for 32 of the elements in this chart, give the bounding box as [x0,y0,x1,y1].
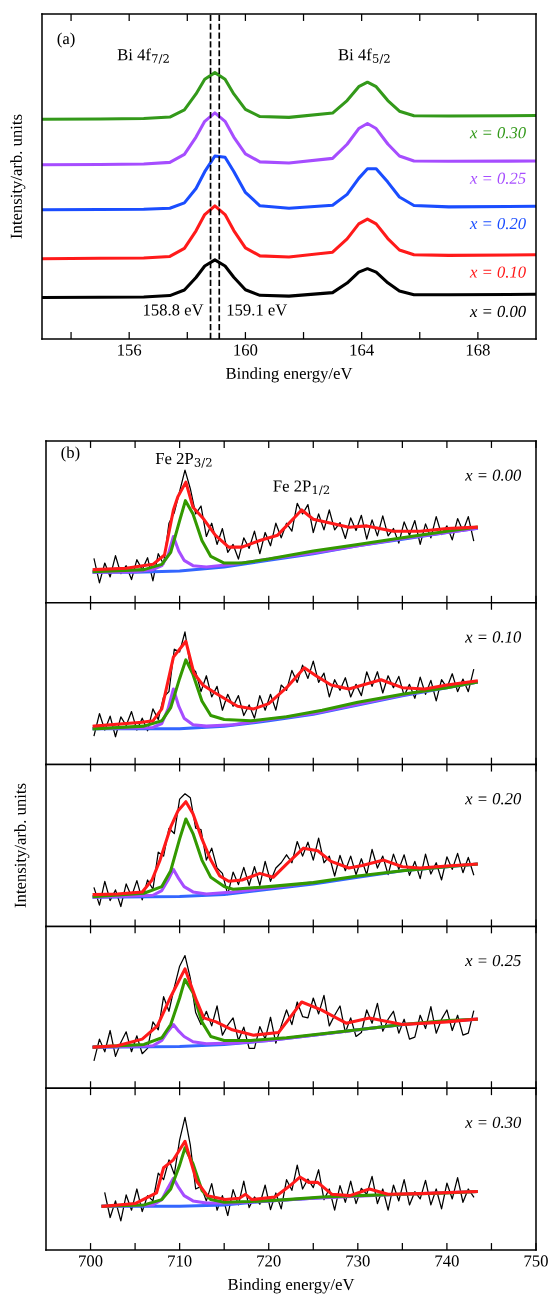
text: (a) [57,32,75,48]
x-axis-title: Binding energy/eV [227,1278,355,1294]
series-label: x = 0.30 [469,127,526,139]
text: (b) [61,446,80,462]
x-tick-label: 710 [168,1255,192,1267]
text: Fe 2P$_{3/2}$ [155,452,212,468]
x-tick-label: 740 [435,1255,459,1267]
text: Bi 4f$_{7/2}$ [117,48,169,64]
y-axis-title: Intensity/arb. units [10,114,26,239]
x-tick-label: 164 [350,344,374,356]
chart-title: x = 0.10 [464,631,522,643]
x-tick-label: 160 [234,344,258,356]
series-label: x = 0.00 [469,305,526,318]
x-tick-label: 156 [118,344,142,356]
ref-line-label: 158.8 eV [143,304,204,316]
chart-title: x = 0.30 [464,1116,522,1129]
chart-title: x = 0.00 [464,469,522,481]
chart-title: x = 0.25 [464,954,521,967]
x-axis-title: Binding energy/eV [225,367,353,383]
series-label: x = 0.20 [469,217,526,230]
y-axis-title: Intensity/arb. units [14,783,30,908]
text: Bi 4f$_{5/2}$ [338,48,390,64]
x-tick-label: 730 [346,1255,370,1267]
annotation: Fe 2P$_{1/2}$ [273,480,330,496]
series-label: x = 0.25 [469,172,526,184]
x-tick-label: 750 [524,1255,548,1267]
x-tick-label: 168 [466,344,490,356]
ref-line-label: 159.1 eV [227,304,288,316]
x-tick-label: 700 [79,1255,103,1267]
chart-title: x = 0.20 [464,793,522,805]
series-label: x = 0.10 [469,266,526,278]
x-tick-label: 720 [257,1255,281,1267]
